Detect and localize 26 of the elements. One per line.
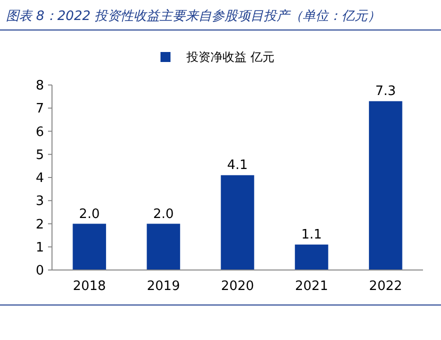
y-tick-label: 1 [36,240,44,256]
legend-label: 投资净收益 亿元 [186,50,274,64]
y-tick-label: 3 [36,194,44,210]
y-tick-label: 5 [36,148,44,163]
bar [146,224,180,270]
bar [368,101,402,270]
data-label: 2.0 [79,206,100,222]
x-tick-label: 2021 [295,279,328,294]
y-tick-label: 8 [36,78,44,94]
bar [294,244,328,270]
y-tick-label: 7 [36,102,44,117]
y-tick-label: 2 [36,217,44,232]
y-tick-label: 0 [36,264,44,279]
bar [72,224,106,270]
x-tick-label: 2020 [220,279,254,294]
data-label: 1.1 [301,228,322,243]
data-label: 7.3 [375,84,396,100]
x-tick-label: 2018 [72,279,106,294]
x-tick-label: 2019 [146,279,180,294]
data-label: 2.0 [153,206,174,222]
chart-title: 图表 8：2022 投资性收益主要来自参股项目投产（单位：亿元） [6,8,381,24]
x-tick-label: 2022 [369,279,402,294]
bar [220,175,254,270]
y-tick-label: 6 [36,124,44,140]
y-tick-label: 4 [36,171,44,186]
data-label: 4.1 [227,158,248,174]
